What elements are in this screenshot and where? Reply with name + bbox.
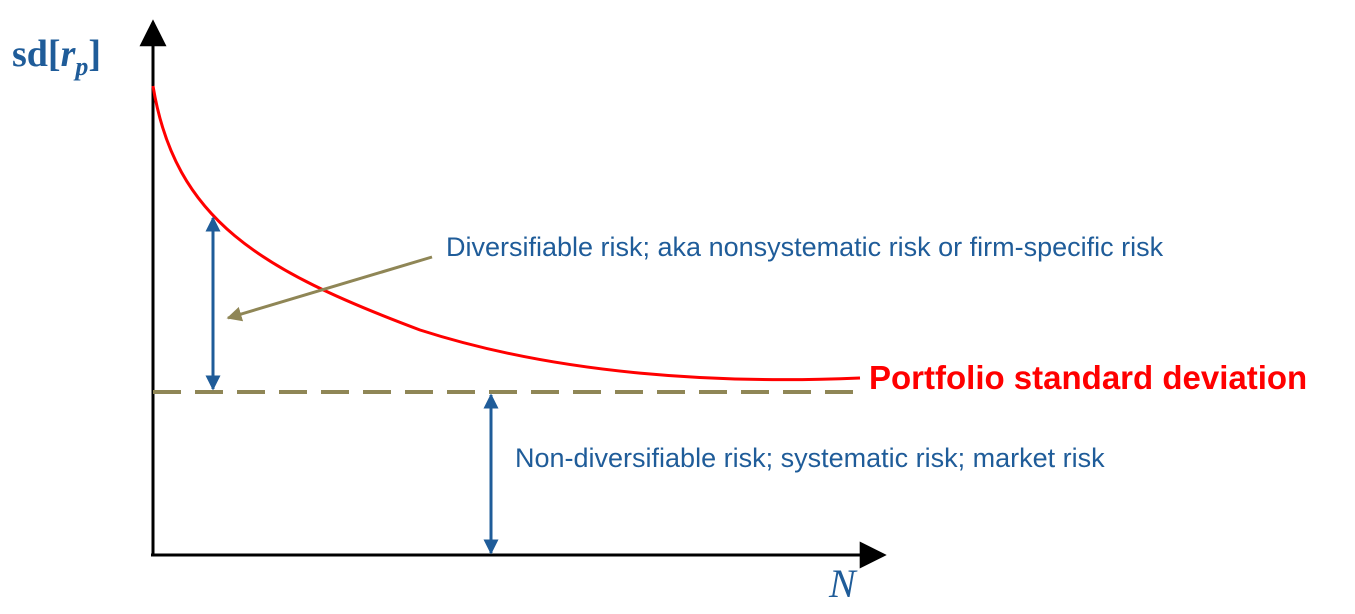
y-axis-label-prefix: sd[: [12, 33, 61, 75]
y-axis-label-suffix: ]: [88, 33, 101, 75]
non-diversifiable-risk-label: Non-diversifiable risk; systematic risk;…: [515, 443, 1105, 473]
diversifiable-pointer-arrow: [226, 255, 433, 322]
y-axis-label-variable: r: [61, 33, 77, 75]
portfolio-sd-curve: [151, 85, 861, 382]
diversifiable-risk-label: Diversifiable risk; aka nonsystematic ri…: [446, 232, 1164, 262]
curve-label: Portfolio standard deviation: [869, 359, 1307, 396]
y-axis-label-subscript: p: [73, 52, 88, 81]
y-axis-label: sd[rp]: [12, 33, 101, 81]
x-axis-label: N: [828, 561, 858, 606]
